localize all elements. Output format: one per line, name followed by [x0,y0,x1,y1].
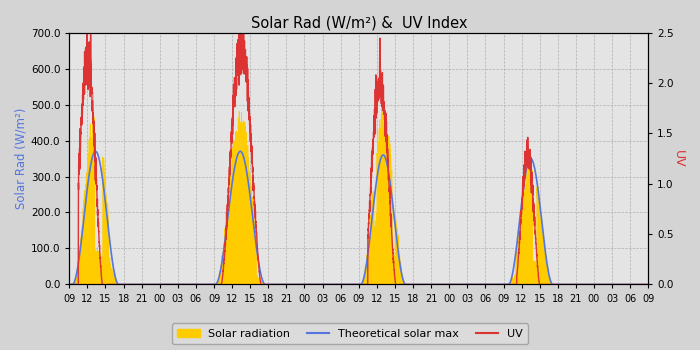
Title: Solar Rad (W/m²) &  UV Index: Solar Rad (W/m²) & UV Index [251,15,467,30]
Legend: Solar radiation, Theoretical solar max, UV: Solar radiation, Theoretical solar max, … [172,323,528,344]
Y-axis label: UV: UV [672,150,685,167]
Y-axis label: Solar Rad (W/m²): Solar Rad (W/m²) [15,108,28,209]
